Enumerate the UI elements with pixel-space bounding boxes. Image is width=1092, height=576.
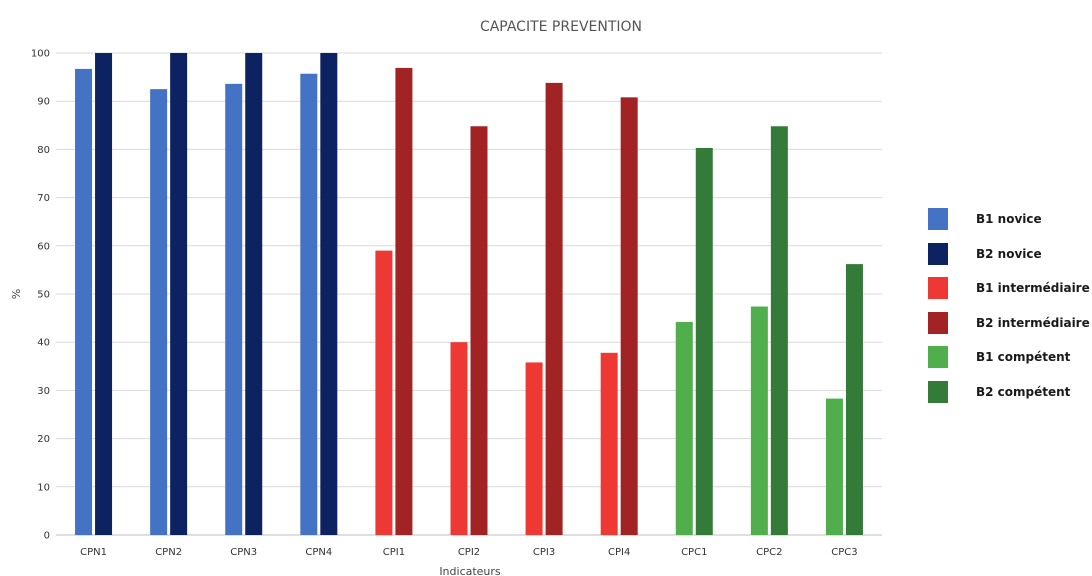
x-tick-label: CPC3 bbox=[831, 547, 857, 558]
legend-swatch bbox=[928, 346, 948, 369]
legend-item: B2 novice bbox=[928, 237, 1092, 272]
bar-cpn2-series-2 bbox=[170, 53, 188, 535]
bar-cpn4-series-1 bbox=[300, 73, 318, 535]
x-axis-label: Indicateurs bbox=[439, 565, 501, 576]
y-tick-label: 60 bbox=[37, 241, 50, 252]
y-tick-label: 70 bbox=[37, 193, 50, 204]
x-tick-label: CPI4 bbox=[608, 547, 630, 558]
bar-cpi1-series-4 bbox=[395, 67, 413, 535]
bar-cpi2-series-4 bbox=[470, 126, 488, 535]
bar-cpi2-series-3 bbox=[450, 342, 468, 535]
bar-cpn2-series-1 bbox=[150, 89, 168, 536]
bar-cpi3-series-3 bbox=[525, 362, 543, 535]
legend-item: B1 novice bbox=[928, 202, 1092, 237]
bar-cpn3-series-1 bbox=[225, 83, 243, 536]
bar-cpc2-series-5 bbox=[750, 306, 768, 535]
x-tick-label: CPI1 bbox=[383, 547, 405, 558]
bar-cpn1-series-1 bbox=[75, 68, 93, 535]
x-tick-label: CPC1 bbox=[681, 547, 707, 558]
y-tick-label: 20 bbox=[37, 434, 50, 445]
legend-item: B1 compétent bbox=[928, 340, 1092, 375]
x-tick-label: CPN2 bbox=[155, 547, 182, 558]
legend-swatch bbox=[928, 277, 948, 300]
legend: B1 novice B2 novice B1 intermédiaire B2 int… bbox=[928, 202, 1092, 409]
bar-cpc3-series-6 bbox=[845, 264, 863, 535]
x-tick-label: CPN1 bbox=[80, 547, 107, 558]
x-tick-label: CPN4 bbox=[305, 547, 332, 558]
y-tick-label: 10 bbox=[37, 482, 50, 493]
legend-swatch bbox=[928, 242, 948, 265]
x-axis-ticks: CPN1 CPN2 CPN3 CPN4 CPI1 CPI2 CPI3 CPI4 CPC1 CPC2… bbox=[80, 547, 858, 558]
legend-label: B1 novice bbox=[976, 212, 1042, 227]
x-tick-label: CPI3 bbox=[533, 547, 555, 558]
y-tick-label: 30 bbox=[37, 386, 50, 397]
legend-label: B2 compétent bbox=[976, 384, 1071, 399]
legend-swatch bbox=[928, 311, 948, 334]
bar-cpi4-series-3 bbox=[600, 352, 618, 535]
legend-item: B2 compétent bbox=[928, 375, 1092, 410]
y-axis-label: % bbox=[10, 289, 23, 299]
legend-label: B1 intermédiaire bbox=[976, 281, 1090, 296]
x-tick-label: CPI2 bbox=[458, 547, 480, 558]
gridlines bbox=[56, 52, 882, 536]
y-axis-ticks: 0 10 20 30 40 50 60 70 80 90 100 bbox=[31, 49, 50, 542]
bars bbox=[75, 53, 863, 536]
y-tick-label: 90 bbox=[37, 97, 50, 108]
legend-label: B2 novice bbox=[976, 246, 1042, 261]
legend-label: B2 intermédiaire bbox=[976, 315, 1090, 330]
y-tick-label: 40 bbox=[37, 338, 50, 349]
bar-cpn1-series-2 bbox=[95, 53, 113, 535]
y-tick-label: 80 bbox=[37, 145, 50, 156]
chart-title: CAPACITE PREVENTION bbox=[480, 19, 642, 35]
legend-item: B2 intermédiaire bbox=[928, 306, 1092, 341]
x-tick-label: CPN3 bbox=[230, 547, 257, 558]
x-tick-label: CPC2 bbox=[756, 547, 782, 558]
bar-cpn3-series-2 bbox=[245, 53, 263, 535]
y-tick-label: 100 bbox=[31, 49, 50, 60]
legend-item: B1 intermédiaire bbox=[928, 271, 1092, 306]
legend-swatch bbox=[928, 208, 948, 231]
bar-cpc3-series-5 bbox=[825, 398, 843, 535]
bar-cpc2-series-6 bbox=[770, 126, 788, 535]
bar-cpi1-series-3 bbox=[375, 250, 393, 535]
bar-cpi3-series-4 bbox=[545, 82, 563, 535]
bar-cpc1-series-5 bbox=[675, 321, 693, 535]
bar-cpi4-series-4 bbox=[620, 97, 638, 536]
bar-cpn4-series-2 bbox=[320, 53, 338, 535]
y-tick-label: 50 bbox=[37, 290, 50, 301]
legend-swatch bbox=[928, 380, 948, 403]
y-tick-label: 0 bbox=[44, 531, 50, 542]
bar-cpc1-series-6 bbox=[695, 147, 713, 536]
legend-label: B1 compétent bbox=[976, 350, 1071, 365]
